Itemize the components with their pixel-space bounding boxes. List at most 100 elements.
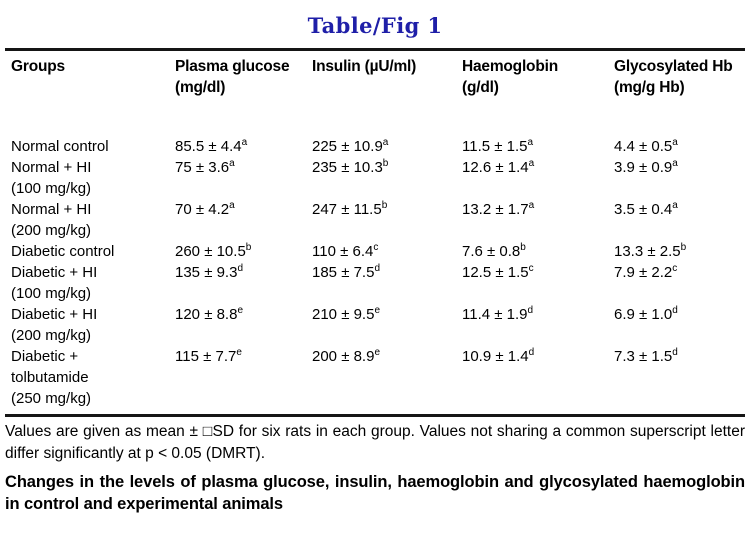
superscript: d [527, 305, 534, 316]
value-text: 11.5 ± 1.5 [462, 138, 528, 155]
value-cell: 10.9 ± 1.4d [462, 346, 614, 416]
value-text: 75 ± 3.6 [175, 159, 230, 176]
table-row: Diabetic control 260 ± 10.5b 110 ± 6.4c … [5, 241, 745, 262]
superscript: b [520, 242, 526, 253]
value-text: 247 ± 11.5 [312, 201, 382, 218]
header-row: Groups Plasma glucose (mg/dl) Insulin (µ… [5, 50, 745, 137]
value-text: 12.5 ± 1.5 [462, 264, 529, 281]
value-cell: 70 ± 4.2a [175, 199, 312, 241]
col-header-insulin: Insulin (µU/ml) [312, 58, 417, 75]
value-text: 210 ± 9.5 [312, 306, 375, 323]
col-header-haemoglobin: Haemoglobin (g/dl) [462, 58, 558, 96]
group-cell: Diabetic + HI (200 mg/kg) [11, 306, 98, 344]
value-cell: 3.9 ± 0.9a [614, 157, 745, 199]
figure-caption: Changes in the levels of plasma glucose,… [5, 473, 745, 513]
superscript: a [229, 200, 235, 211]
value-cell: 260 ± 10.5b [175, 241, 312, 262]
value-text: 12.6 ± 1.4 [462, 159, 529, 176]
value-cell: 7.3 ± 1.5d [614, 346, 745, 416]
group-cell: Normal control [11, 138, 109, 155]
table-row: Diabetic + HI (100 mg/kg) 135 ± 9.3d 185… [5, 262, 745, 304]
value-cell: 120 ± 8.8e [175, 304, 312, 346]
group-cell: Normal + HI (200 mg/kg) [11, 201, 92, 239]
superscript: c [528, 263, 534, 274]
superscript: c [373, 242, 379, 253]
value-cell: 75 ± 3.6a [175, 157, 312, 199]
superscript: b [381, 200, 388, 211]
value-cell: 225 ± 10.9a [312, 136, 462, 157]
value-text: 115 ± 7.7 [175, 348, 237, 365]
value-cell: 235 ± 10.3b [312, 157, 462, 199]
table-row: Normal control 85.5 ± 4.4a 225 ± 10.9a 1… [5, 136, 745, 157]
value-text: 120 ± 8.8 [175, 306, 238, 323]
value-cell: 11.5 ± 1.5a [462, 136, 614, 157]
superscript: a [672, 200, 678, 211]
value-cell: 7.6 ± 0.8b [462, 241, 614, 262]
superscript: b [382, 158, 389, 169]
value-text: 70 ± 4.2 [175, 201, 230, 218]
value-text: 4.4 ± 0.5 [614, 138, 673, 155]
table-row: Normal + HI (100 mg/kg) 75 ± 3.6a 235 ± … [5, 157, 745, 199]
value-cell: 6.9 ± 1.0d [614, 304, 745, 346]
superscript: d [672, 305, 678, 316]
value-text: 11.4 ± 1.9 [462, 306, 528, 323]
superscript: d [374, 263, 381, 274]
table-footnote: Values are given as mean ± □SD for six r… [5, 423, 745, 462]
value-cell: 185 ± 7.5d [312, 262, 462, 304]
value-cell: 247 ± 11.5b [312, 199, 462, 241]
group-cell: Diabetic + HI (100 mg/kg) [11, 264, 98, 302]
superscript: e [237, 305, 244, 316]
superscript: d [672, 347, 678, 358]
superscript: a [241, 137, 248, 148]
superscript: c [672, 263, 678, 274]
value-text: 10.9 ± 1.4 [462, 348, 529, 365]
superscript: e [374, 305, 381, 316]
value-text: 225 ± 10.9 [312, 138, 383, 155]
value-text: 185 ± 7.5 [312, 264, 375, 281]
value-text: 7.6 ± 0.8 [462, 243, 521, 260]
superscript: e [374, 347, 381, 358]
value-text: 3.9 ± 0.9 [614, 159, 673, 176]
value-cell: 12.5 ± 1.5c [462, 262, 614, 304]
value-cell: 200 ± 8.9e [312, 346, 462, 416]
superscript: a [672, 158, 678, 169]
value-text: 110 ± 6.4 [312, 243, 374, 260]
value-cell: 110 ± 6.4c [312, 241, 462, 262]
col-header-glycosylated-hb: Glycosylated Hb (mg/g Hb) [614, 58, 733, 96]
value-text: 235 ± 10.3 [312, 159, 383, 176]
value-cell: 7.9 ± 2.2c [614, 262, 745, 304]
superscript: a [382, 137, 389, 148]
superscript: d [237, 263, 244, 274]
value-text: 6.9 ± 1.0 [614, 306, 673, 323]
value-cell: 4.4 ± 0.5a [614, 136, 745, 157]
superscript: a [527, 137, 534, 148]
superscript: a [229, 158, 235, 169]
value-cell: 3.5 ± 0.4a [614, 199, 745, 241]
value-text: 7.3 ± 1.5 [614, 348, 673, 365]
value-cell: 13.3 ± 2.5b [614, 241, 745, 262]
superscript: e [236, 347, 242, 358]
value-text: 3.5 ± 0.4 [614, 201, 673, 218]
superscript: b [245, 242, 252, 253]
value-text: 85.5 ± 4.4 [175, 138, 242, 155]
group-cell: Diabetic + tolbutamide (250 mg/kg) [11, 348, 92, 407]
value-text: 135 ± 9.3 [175, 264, 238, 281]
value-cell: 115 ± 7.7e [175, 346, 312, 416]
superscript: a [528, 158, 535, 169]
document-page: Table/Fig 1 Groups Plasma glucose (mg/dl… [0, 13, 750, 515]
group-cell: Normal + HI (100 mg/kg) [11, 159, 92, 197]
superscript: b [680, 242, 687, 253]
value-text: 7.9 ± 2.2 [614, 264, 673, 281]
value-cell: 11.4 ± 1.9d [462, 304, 614, 346]
superscript: a [528, 200, 535, 211]
superscript: d [528, 347, 535, 358]
group-cell: Diabetic control [11, 243, 115, 260]
value-cell: 210 ± 9.5e [312, 304, 462, 346]
value-cell: 12.6 ± 1.4a [462, 157, 614, 199]
col-header-plasma-glucose: Plasma glucose (mg/dl) [175, 58, 290, 96]
value-cell: 13.2 ± 1.7a [462, 199, 614, 241]
value-text: 260 ± 10.5 [175, 243, 246, 260]
value-cell: 85.5 ± 4.4a [175, 136, 312, 157]
table-row: Diabetic + HI (200 mg/kg) 120 ± 8.8e 210… [5, 304, 745, 346]
superscript: a [672, 137, 678, 148]
